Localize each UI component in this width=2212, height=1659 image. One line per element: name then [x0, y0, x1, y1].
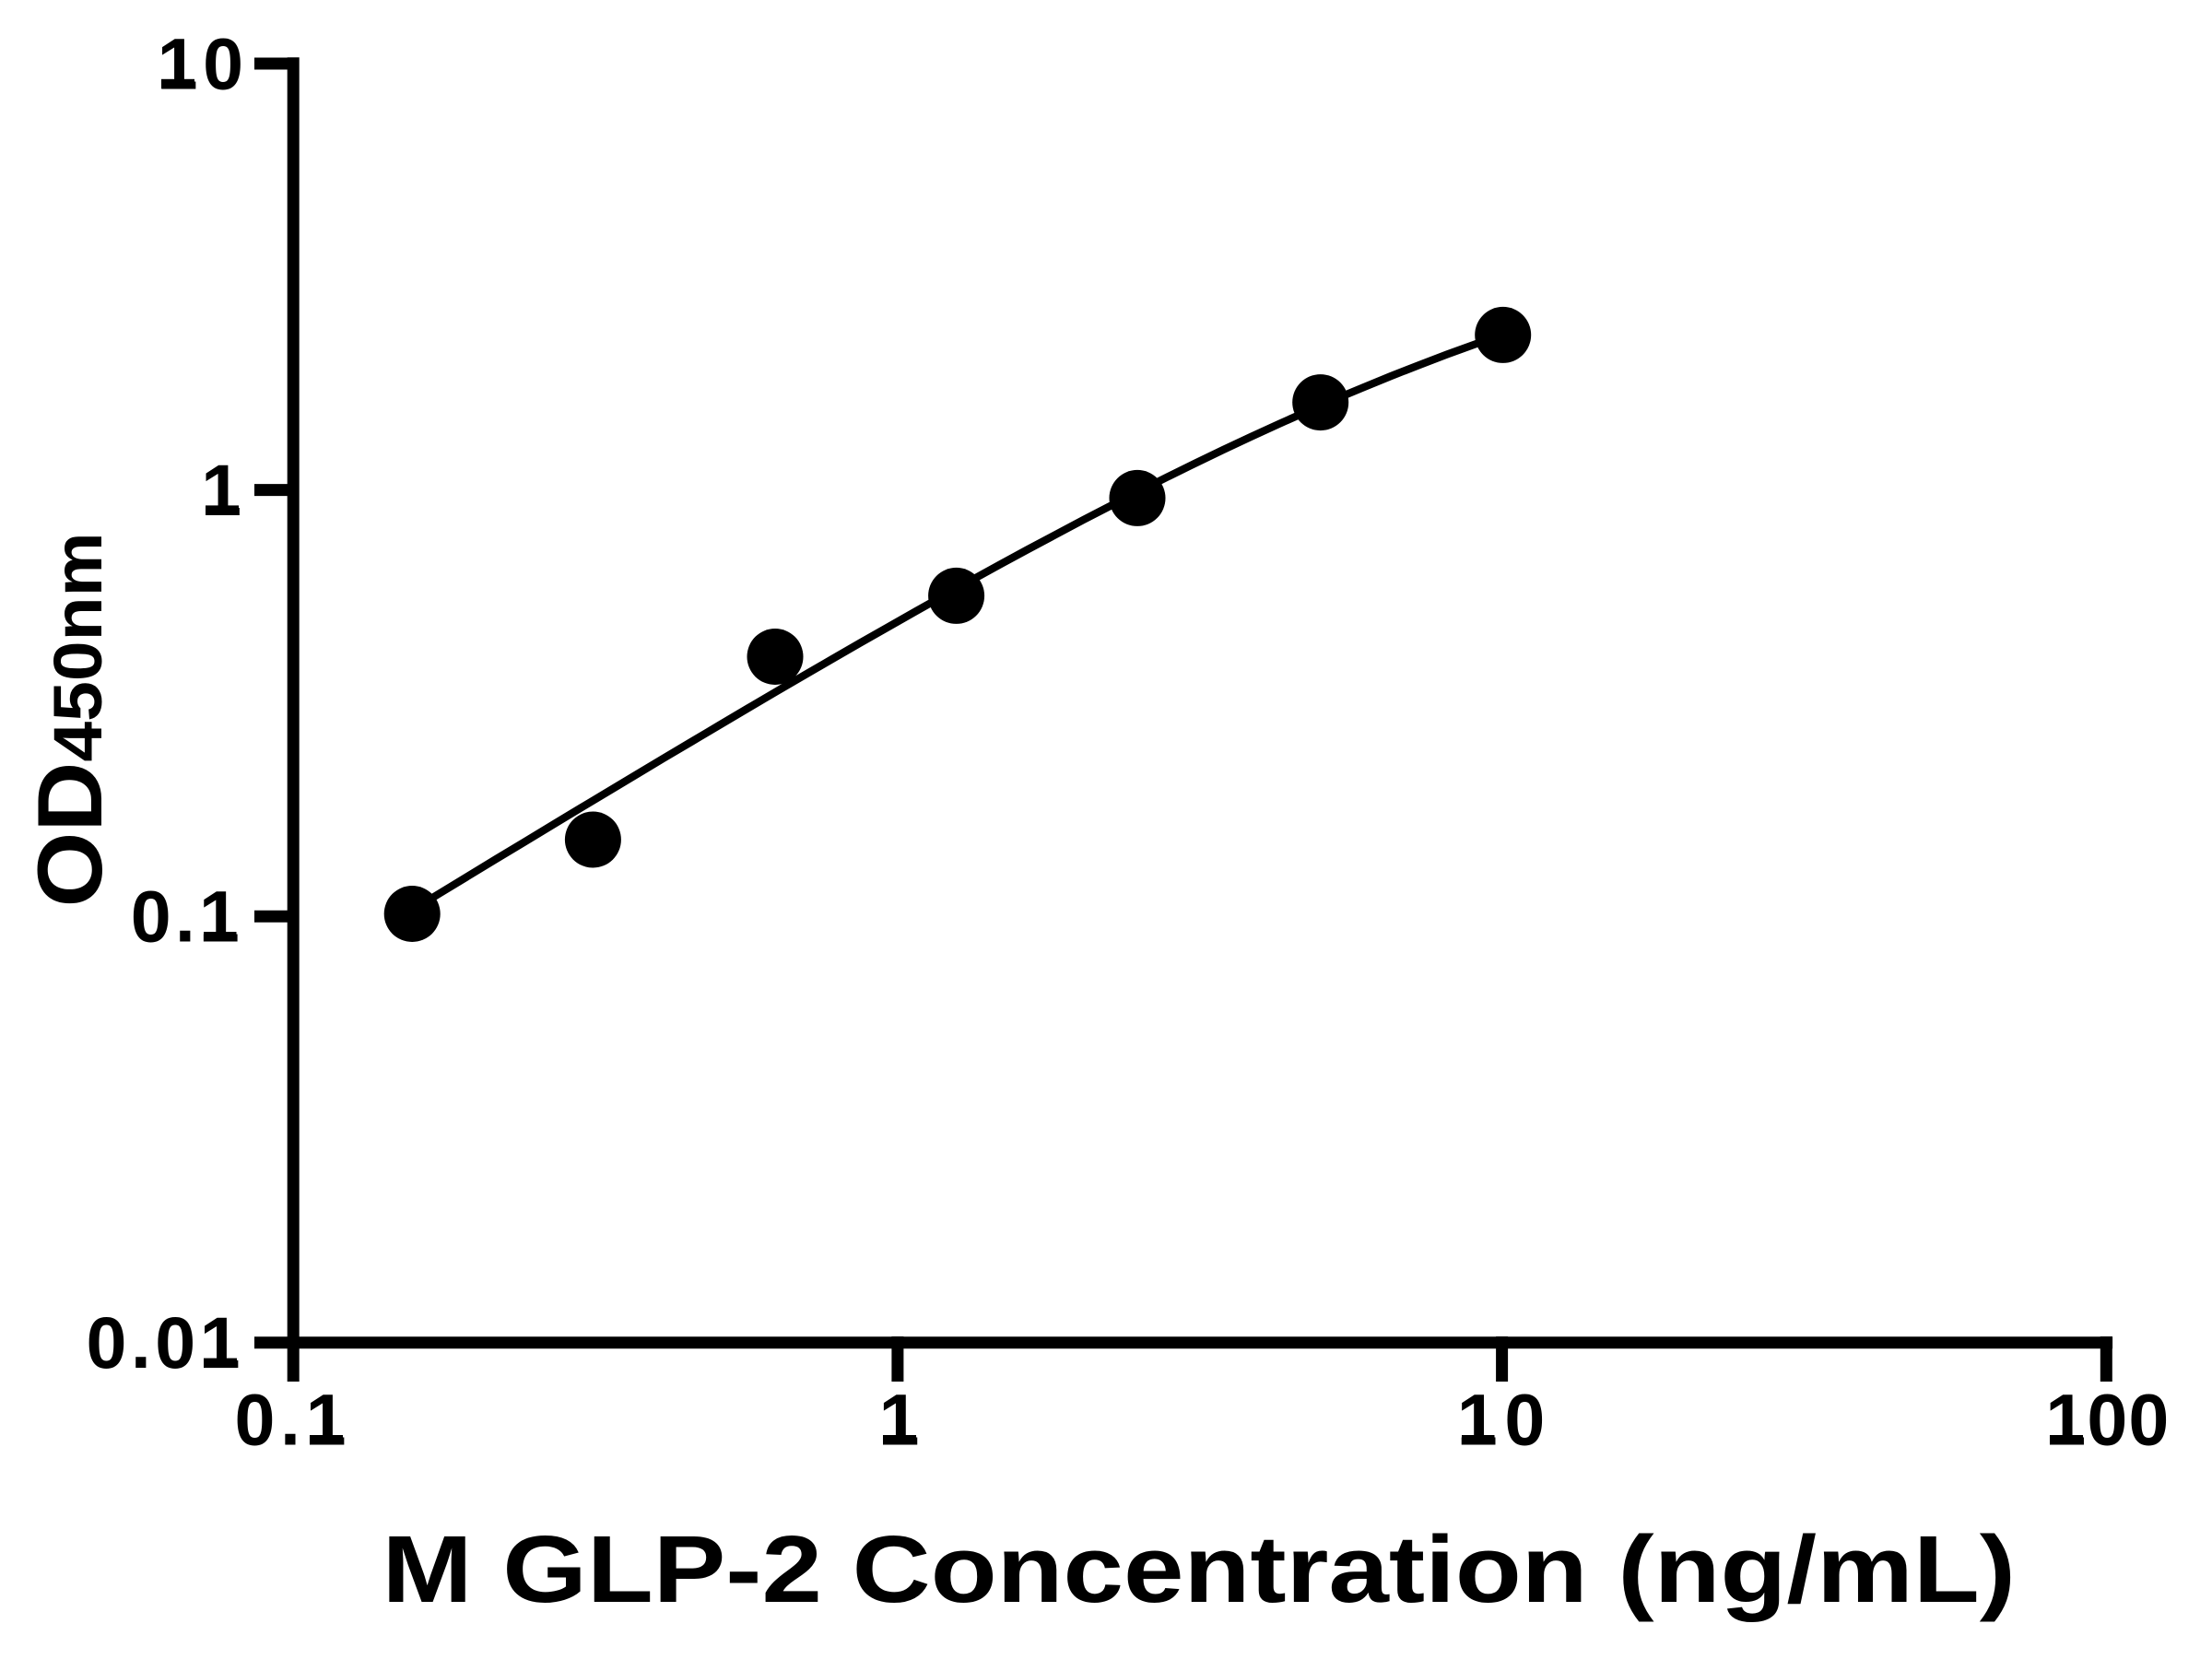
svg-text:1: 1 — [879, 1379, 920, 1461]
svg-text:0.1: 0.1 — [235, 1379, 347, 1461]
svg-text:M GLP-2 Concentration (ng/mL): M GLP-2 Concentration (ng/mL) — [382, 1517, 2016, 1623]
svg-text:0.1: 0.1 — [131, 876, 240, 958]
svg-text:1: 1 — [201, 449, 241, 531]
svg-text:100: 100 — [2045, 1379, 2169, 1461]
svg-text:OD450nm: OD450nm — [19, 532, 121, 907]
svg-text:0.01: 0.01 — [87, 1301, 241, 1383]
